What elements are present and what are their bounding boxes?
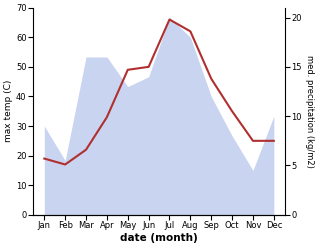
Y-axis label: med. precipitation (kg/m2): med. precipitation (kg/m2) [305, 55, 314, 168]
Y-axis label: max temp (C): max temp (C) [4, 80, 13, 143]
X-axis label: date (month): date (month) [120, 233, 198, 243]
